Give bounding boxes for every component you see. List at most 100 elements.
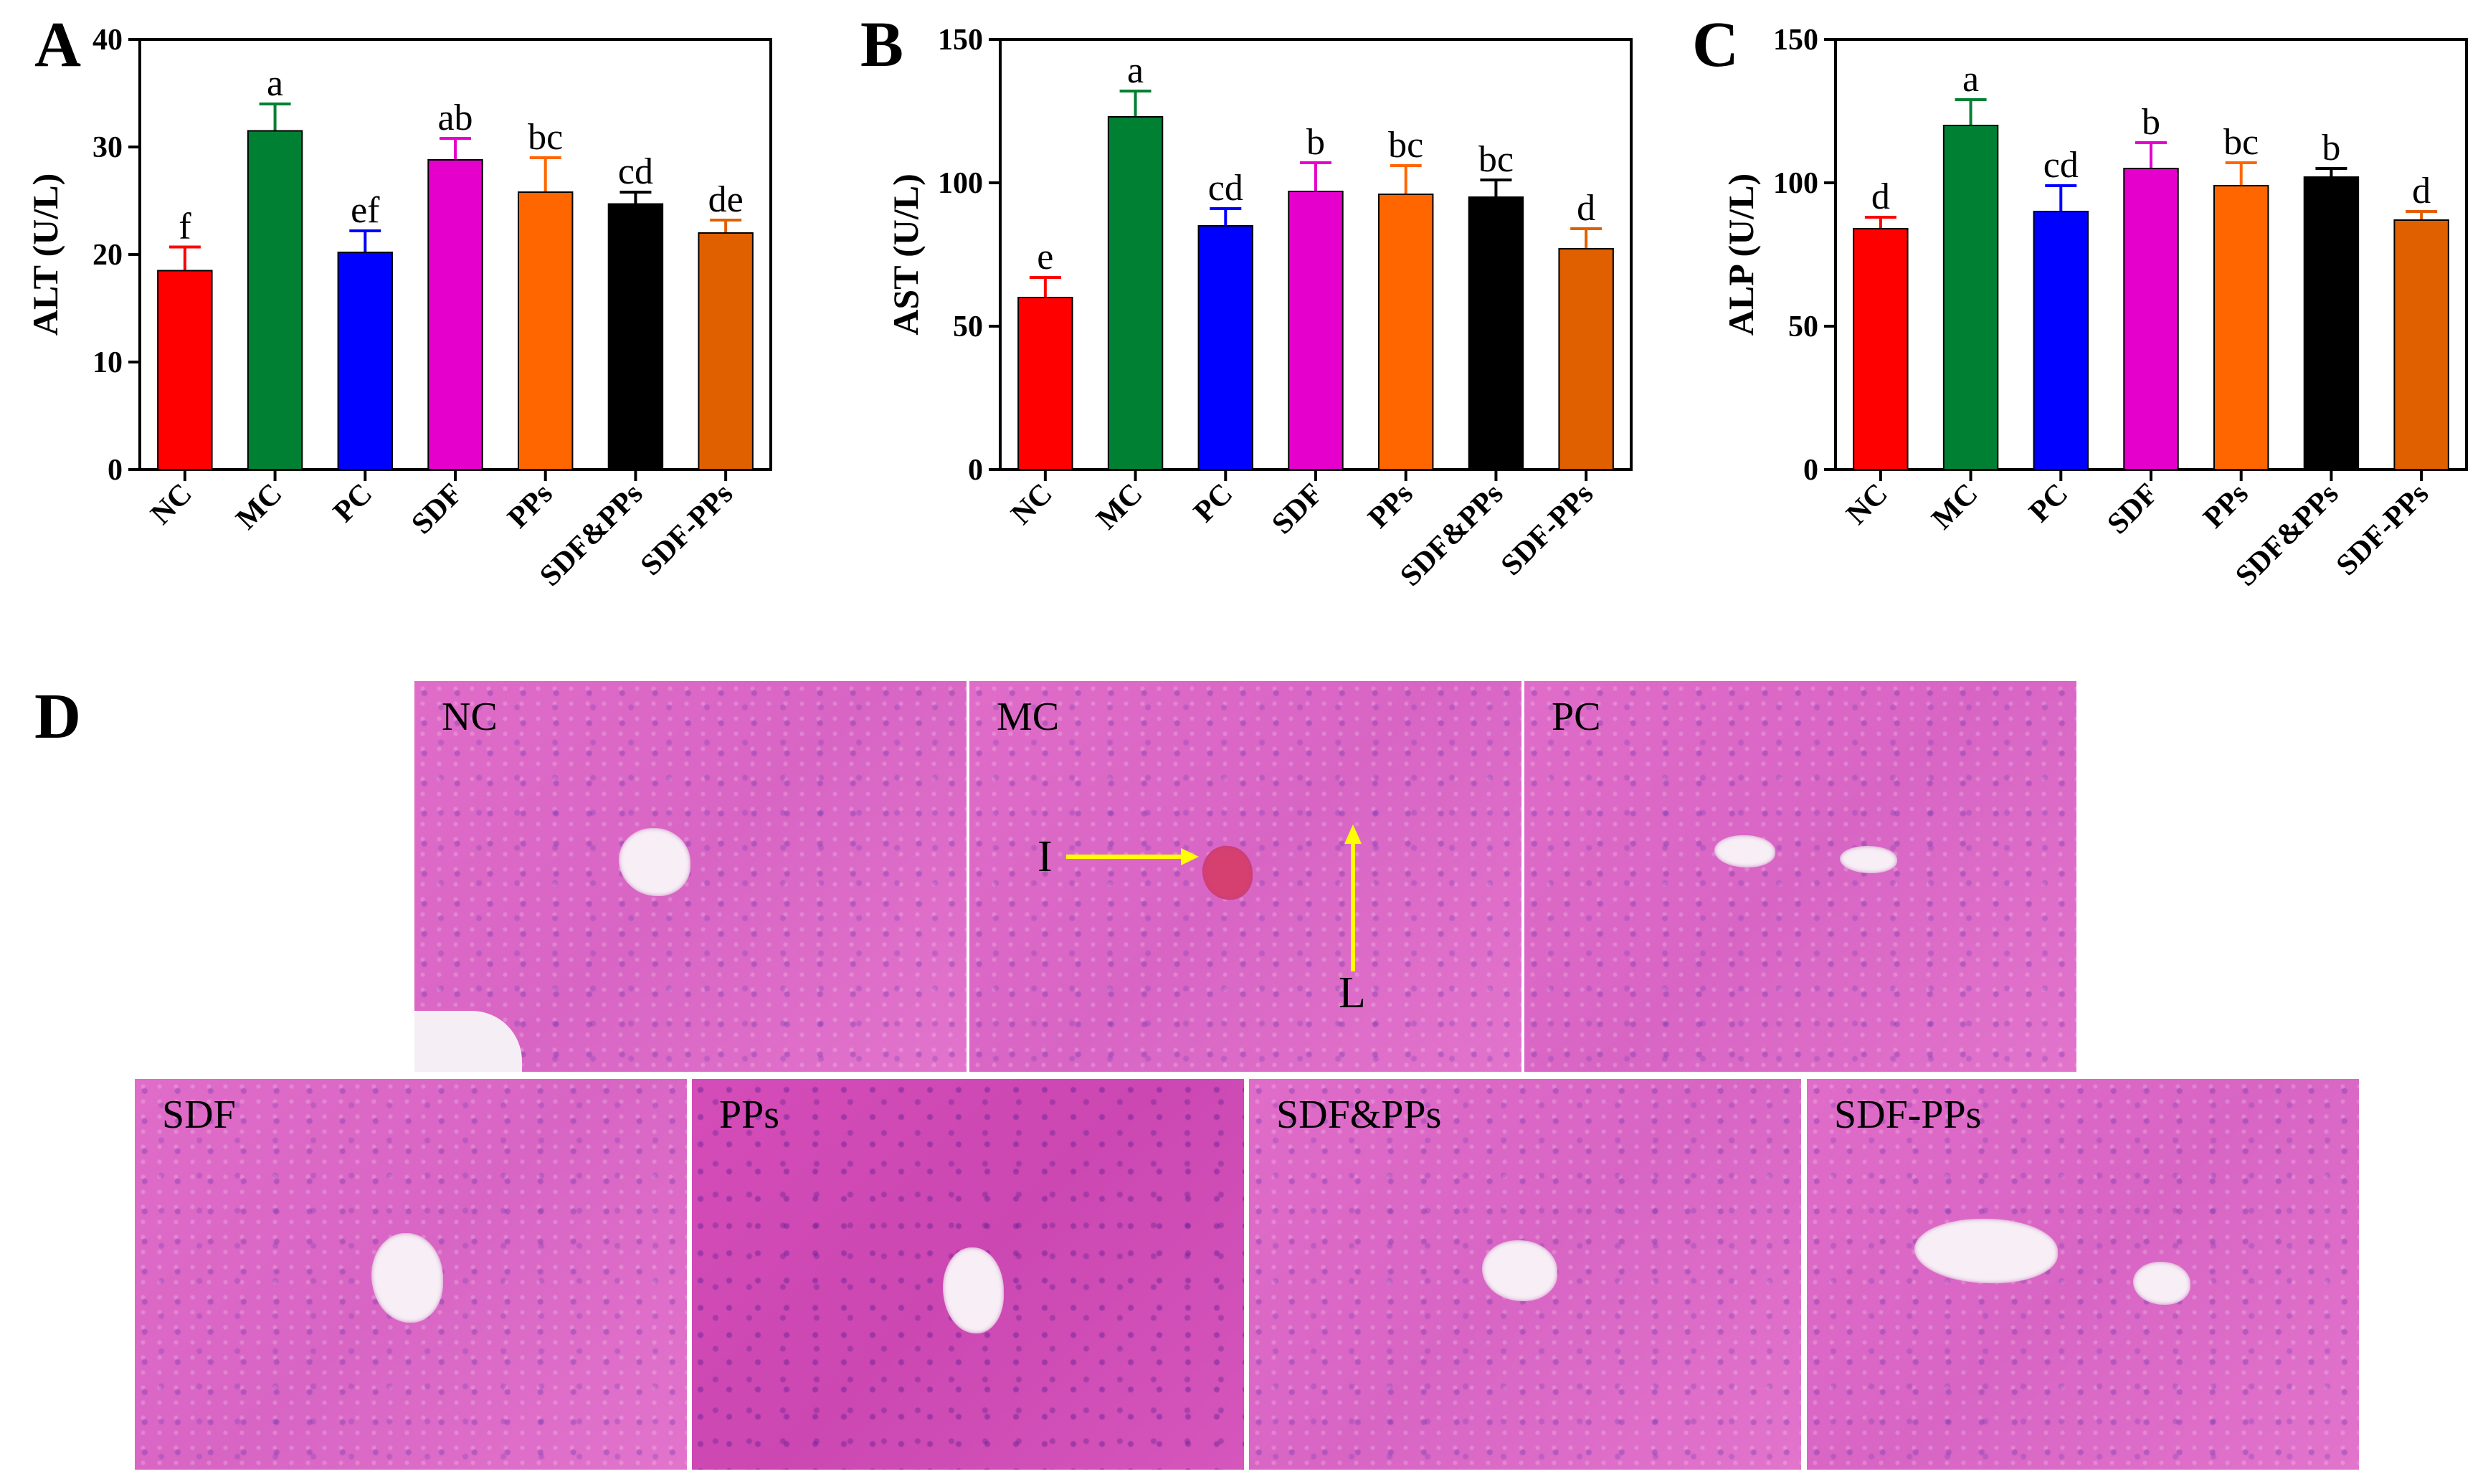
y-axis-label: ALT (U/L) bbox=[25, 173, 65, 336]
y-tick-label: 150 bbox=[1773, 24, 1818, 57]
alp-bar-chart: 0 50 100 150 ALP (U/L) d NC a MC cd PC b SDF bc PPs b SD… bbox=[1721, 24, 2468, 593]
significance-letter-sdf: ab bbox=[437, 97, 473, 138]
panel-letter-a: A bbox=[34, 9, 81, 80]
panel-label-sdf: SDF bbox=[162, 1093, 236, 1137]
y-tick-label: 0 bbox=[1803, 454, 1818, 487]
bar-sdf-and-pps bbox=[607, 203, 664, 470]
y-tick-label: 50 bbox=[1788, 310, 1818, 343]
significance-letter-pps: bc bbox=[2223, 122, 2259, 163]
significance-letter-pc: cd bbox=[2043, 145, 2079, 186]
significance-letter-nc: d bbox=[1871, 176, 1890, 217]
bar-nc bbox=[1017, 297, 1073, 470]
arrow-l-icon bbox=[1344, 824, 1362, 971]
significance-letter-mc: a bbox=[267, 63, 283, 104]
panel-letter-c: C bbox=[1692, 9, 1739, 80]
tissue-gap bbox=[414, 1011, 522, 1072]
bar-sdf-and-pps bbox=[2303, 176, 2360, 470]
x-tick-label-sdf: SDF bbox=[405, 477, 469, 541]
significance-letter-sdf-pps: d bbox=[2412, 171, 2431, 211]
histology-pc: PC bbox=[1524, 681, 2076, 1072]
panel-label-mc: MC bbox=[997, 695, 1060, 739]
bar-pc bbox=[2033, 211, 2089, 470]
central-vein bbox=[1840, 846, 1897, 873]
panel-letter-d: D bbox=[34, 681, 81, 752]
arrow-i-icon bbox=[1066, 848, 1199, 865]
y-tick-label: 40 bbox=[92, 24, 123, 57]
x-tick-label-pc: PC bbox=[1187, 477, 1239, 529]
bar-pps bbox=[518, 191, 574, 470]
bar-sdf-and-pps bbox=[1468, 196, 1524, 470]
alt-bar-chart: 0 10 20 30 40 ALT (U/L) f NC a MC ef PC ab SDF bc PPs cd… bbox=[25, 24, 772, 593]
central-vein bbox=[1482, 1240, 1557, 1301]
significance-letter-sdf-and-pps: bc bbox=[1478, 139, 1514, 180]
bar-pc bbox=[1197, 225, 1254, 470]
significance-letter-pc: cd bbox=[1208, 168, 1243, 209]
bar-sdf-pps bbox=[698, 232, 754, 470]
central-vein bbox=[1714, 835, 1775, 867]
ast-bar-chart: 0 50 100 150 AST (U/L) e NC a MC cd PC b SDF bc PPs bc S… bbox=[885, 24, 1633, 593]
y-tick-label: 30 bbox=[92, 131, 123, 164]
y-axis-label: ALP (U/L) bbox=[1721, 173, 1761, 336]
x-tick-label-sdf-pps: SDF-PPs bbox=[635, 477, 739, 582]
significance-letter-sdf-pps: d bbox=[1577, 188, 1595, 229]
x-tick-label-pps: PPs bbox=[501, 477, 559, 535]
bar-pc bbox=[337, 252, 394, 470]
significance-letter-sdf: b bbox=[2142, 102, 2160, 143]
histology-mc: I L MC bbox=[969, 681, 1521, 1072]
significance-letter-pps: bc bbox=[528, 117, 563, 158]
y-tick-label: 10 bbox=[92, 346, 123, 379]
x-tick-label-nc: NC bbox=[144, 477, 198, 531]
central-vein bbox=[619, 828, 690, 896]
significance-letter-sdf-and-pps: cd bbox=[618, 151, 653, 192]
significance-letter-sdf-and-pps: b bbox=[2322, 128, 2340, 168]
central-vein bbox=[2133, 1262, 2190, 1305]
x-tick-label-nc: NC bbox=[1005, 477, 1058, 531]
x-tick-label-mc: MC bbox=[1091, 477, 1149, 536]
histology-pps: PPs bbox=[692, 1079, 1244, 1470]
x-tick-label-pc: PC bbox=[327, 477, 379, 529]
significance-letter-sdf-pps: de bbox=[708, 179, 744, 220]
arrow-l-label: L bbox=[1339, 969, 1366, 1017]
panel-label-sdf-and-pps: SDF&PPs bbox=[1276, 1093, 1442, 1137]
central-vein bbox=[371, 1233, 443, 1323]
bar-mc bbox=[1107, 116, 1164, 470]
bar-pps bbox=[1378, 194, 1434, 470]
bar-mc bbox=[247, 130, 303, 470]
bar-sdf bbox=[427, 159, 483, 470]
histology-sdf-pps-combined: SDF&PPs bbox=[1249, 1079, 1801, 1470]
histology-nc: NC bbox=[414, 681, 967, 1072]
bar-sdf-pps bbox=[2393, 219, 2449, 470]
x-tick-label-nc: NC bbox=[1840, 477, 1894, 531]
panel-label-nc: NC bbox=[442, 695, 498, 739]
panel-label-sdf-minus-pps: SDF-PPs bbox=[1834, 1093, 1982, 1137]
central-vein bbox=[1914, 1219, 2058, 1283]
x-tick-label-sdf-pps: SDF-PPs bbox=[2330, 477, 2435, 582]
panel-label-pps: PPs bbox=[719, 1093, 780, 1137]
significance-letter-mc: a bbox=[1127, 50, 1144, 91]
significance-letter-pc: ef bbox=[351, 190, 380, 231]
bar-sdf bbox=[2123, 168, 2179, 470]
significance-letter-nc: f bbox=[179, 206, 191, 247]
x-tick-label-pps: PPs bbox=[1362, 477, 1419, 535]
x-tick-label-mc: MC bbox=[230, 477, 289, 536]
y-tick-label: 50 bbox=[953, 310, 983, 343]
bar-pps bbox=[2213, 185, 2269, 470]
significance-letter-pps: bc bbox=[1388, 125, 1423, 166]
x-tick-label-sdf: SDF bbox=[1266, 477, 1329, 541]
central-vein bbox=[943, 1247, 1004, 1333]
arrow-i-label: I bbox=[1038, 832, 1053, 881]
panel-label-pc: PC bbox=[1552, 695, 1601, 739]
y-tick-label: 150 bbox=[938, 24, 983, 57]
panel-letter-b: B bbox=[860, 9, 904, 80]
y-tick-label: 0 bbox=[108, 454, 123, 487]
y-tick-label: 20 bbox=[92, 239, 123, 272]
bar-nc bbox=[1853, 228, 1909, 470]
y-tick-label: 100 bbox=[1773, 167, 1818, 200]
histology-sdf: SDF bbox=[135, 1079, 687, 1470]
bar-mc bbox=[1942, 125, 1999, 470]
y-tick-label: 100 bbox=[938, 167, 983, 200]
histology-sdf-pps-complex: SDF-PPs bbox=[1807, 1079, 2359, 1470]
x-tick-label-pps: PPs bbox=[2197, 477, 2254, 535]
x-tick-label-sdf-pps: SDF-PPs bbox=[1495, 477, 1600, 582]
x-tick-label-sdf: SDF bbox=[2101, 477, 2165, 541]
